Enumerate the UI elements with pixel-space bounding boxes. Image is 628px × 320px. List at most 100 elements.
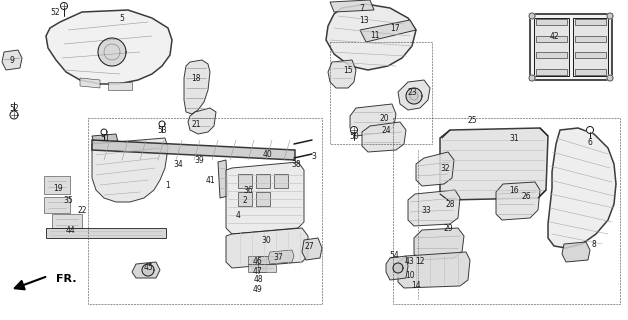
Text: 18: 18	[192, 74, 201, 83]
Text: 50: 50	[349, 132, 359, 140]
Text: 44: 44	[65, 226, 75, 235]
Polygon shape	[92, 134, 118, 144]
Text: 41: 41	[205, 175, 215, 185]
Text: 14: 14	[411, 281, 421, 290]
Text: 23: 23	[407, 87, 417, 97]
Text: 17: 17	[390, 23, 400, 33]
Text: 35: 35	[63, 196, 73, 204]
Text: 21: 21	[192, 119, 201, 129]
Polygon shape	[414, 228, 464, 260]
Polygon shape	[92, 140, 295, 160]
Polygon shape	[80, 78, 100, 88]
Polygon shape	[98, 38, 126, 66]
Bar	[575, 52, 606, 58]
Polygon shape	[92, 138, 168, 202]
Text: 40: 40	[263, 149, 273, 158]
Text: 13: 13	[359, 15, 369, 25]
Polygon shape	[350, 126, 357, 133]
Polygon shape	[302, 238, 322, 260]
Text: 24: 24	[381, 125, 391, 134]
Polygon shape	[408, 190, 460, 226]
Text: 28: 28	[445, 199, 455, 209]
Text: 32: 32	[440, 164, 450, 172]
Polygon shape	[607, 75, 613, 81]
Bar	[274, 174, 288, 188]
Text: 52: 52	[9, 103, 19, 113]
Text: 27: 27	[304, 242, 314, 251]
Text: 52: 52	[50, 7, 60, 17]
Text: 34: 34	[173, 159, 183, 169]
Polygon shape	[46, 228, 166, 238]
Text: 5: 5	[119, 13, 124, 22]
Text: 25: 25	[467, 116, 477, 124]
Bar	[536, 19, 567, 25]
Polygon shape	[416, 152, 454, 186]
Polygon shape	[360, 20, 416, 42]
Text: 4: 4	[236, 211, 241, 220]
Polygon shape	[52, 214, 82, 228]
Polygon shape	[2, 50, 22, 70]
Text: 11: 11	[371, 30, 380, 39]
Text: 39: 39	[194, 156, 204, 164]
Polygon shape	[328, 60, 356, 88]
Polygon shape	[607, 13, 613, 19]
Text: 3: 3	[311, 151, 317, 161]
Text: 16: 16	[509, 186, 519, 195]
Bar	[238, 192, 252, 206]
Text: 53: 53	[157, 125, 167, 134]
Bar	[534, 18, 569, 76]
Text: 29: 29	[443, 223, 453, 233]
Text: 43: 43	[405, 258, 415, 267]
Text: 36: 36	[243, 186, 253, 195]
Polygon shape	[362, 122, 406, 152]
Bar	[575, 19, 606, 25]
Bar	[238, 174, 252, 188]
Polygon shape	[562, 242, 590, 262]
Text: 15: 15	[343, 66, 353, 75]
Polygon shape	[159, 121, 165, 127]
Polygon shape	[101, 129, 107, 135]
Polygon shape	[248, 256, 266, 264]
Text: 49: 49	[253, 284, 263, 293]
Polygon shape	[60, 3, 67, 10]
Bar	[536, 36, 567, 42]
Polygon shape	[188, 108, 216, 134]
Text: 12: 12	[415, 257, 425, 266]
Polygon shape	[10, 111, 18, 119]
Polygon shape	[350, 104, 396, 136]
Polygon shape	[587, 126, 593, 133]
Polygon shape	[393, 263, 403, 273]
Bar	[575, 36, 606, 42]
Polygon shape	[142, 264, 154, 276]
Text: FR.: FR.	[56, 274, 77, 284]
Text: 7: 7	[360, 4, 364, 12]
Text: 42: 42	[550, 31, 559, 41]
Bar	[536, 52, 567, 58]
Text: 54: 54	[389, 252, 399, 260]
Bar	[536, 69, 567, 75]
Polygon shape	[44, 176, 70, 194]
Text: 37: 37	[273, 252, 283, 261]
Polygon shape	[440, 128, 548, 200]
Bar	[256, 174, 270, 188]
Text: 1: 1	[166, 180, 170, 189]
Text: 2: 2	[242, 196, 247, 204]
Polygon shape	[226, 228, 308, 268]
Polygon shape	[218, 160, 228, 198]
Polygon shape	[258, 256, 276, 264]
Polygon shape	[406, 88, 422, 104]
Text: 9: 9	[9, 55, 14, 65]
Polygon shape	[398, 252, 470, 288]
Polygon shape	[132, 262, 160, 278]
Text: 30: 30	[261, 236, 271, 244]
Text: 20: 20	[379, 114, 389, 123]
Polygon shape	[44, 197, 70, 213]
Text: 51: 51	[100, 133, 110, 142]
Polygon shape	[529, 75, 535, 81]
Polygon shape	[46, 10, 172, 84]
Text: 47: 47	[253, 267, 263, 276]
Polygon shape	[258, 264, 276, 272]
Polygon shape	[398, 80, 430, 110]
Text: 19: 19	[53, 183, 63, 193]
Text: 48: 48	[253, 276, 263, 284]
